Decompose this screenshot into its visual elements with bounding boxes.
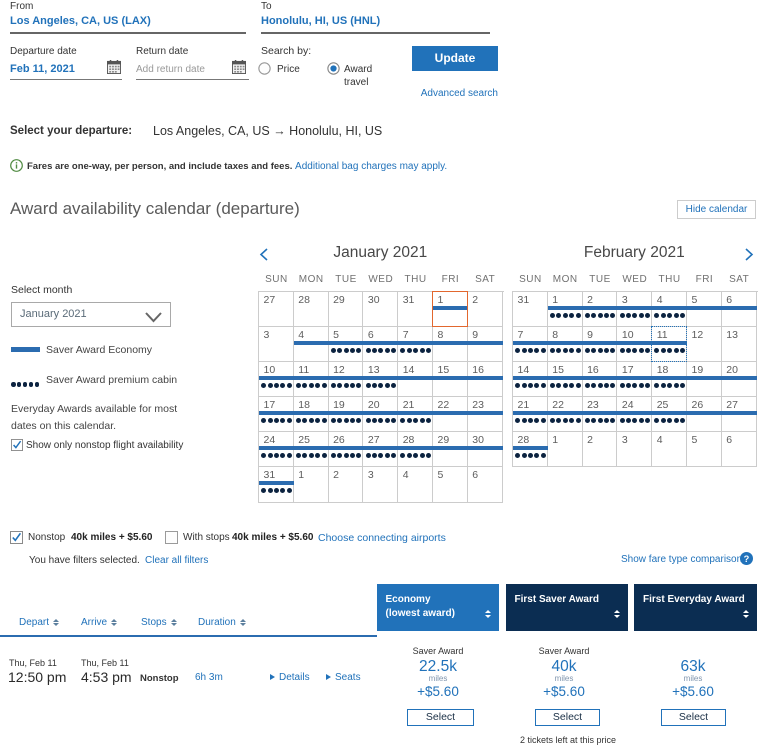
svg-text:?: ? (744, 554, 750, 564)
